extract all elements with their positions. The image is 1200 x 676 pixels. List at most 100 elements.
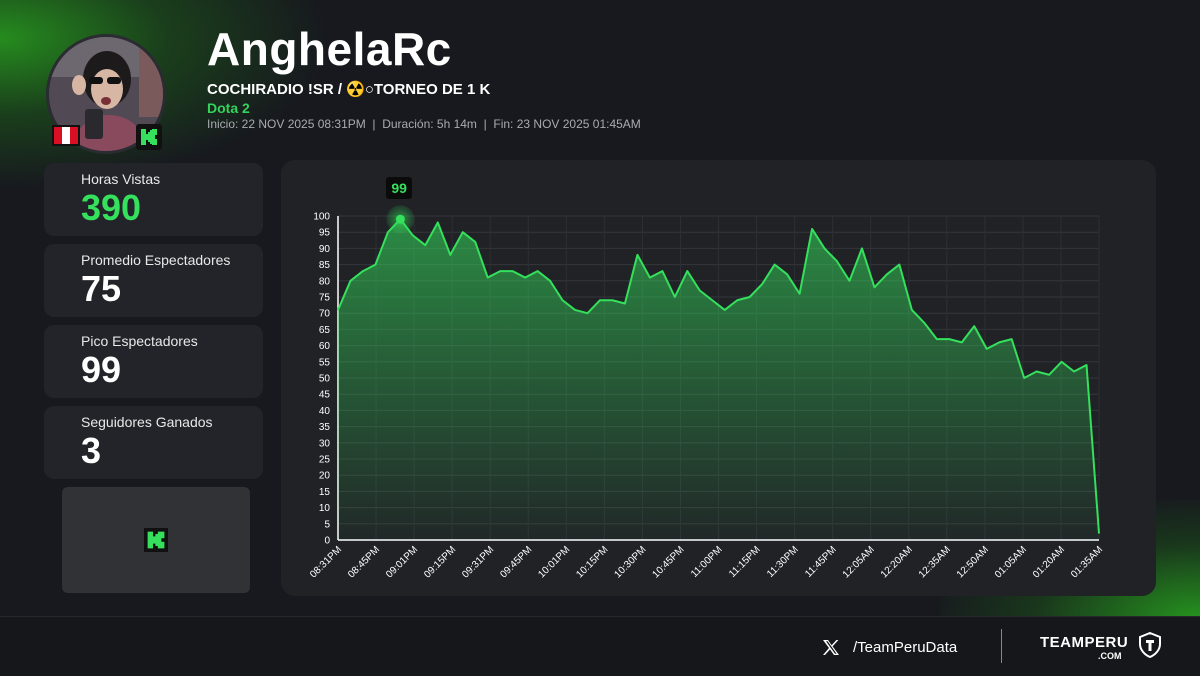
x-tick-label: 11:45PM <box>803 544 839 580</box>
stat-value: 75 <box>81 268 122 309</box>
x-tick-label: 01:20AM <box>1031 544 1067 580</box>
x-tick-label: 10:45PM <box>650 544 686 580</box>
data-point <box>886 273 888 275</box>
social-handle[interactable]: /TeamPeruData <box>853 639 958 656</box>
data-point <box>536 270 538 272</box>
x-tick-label: 12:50AM <box>955 544 991 580</box>
y-tick-label: 10 <box>319 503 331 514</box>
data-point <box>561 299 563 301</box>
stat-card-hours-watched: Horas Vistas 390 <box>44 163 263 236</box>
stat-value: 3 <box>81 430 102 471</box>
y-tick-label: 35 <box>319 422 331 433</box>
data-point <box>549 280 551 282</box>
y-tick-label: 20 <box>319 471 331 482</box>
data-point <box>811 228 813 230</box>
y-tick-label: 40 <box>319 406 331 417</box>
data-point <box>1098 532 1100 534</box>
stream-meta: Inicio: 22 NOV 2025 08:31PM | Duración: … <box>207 117 641 131</box>
data-point <box>362 270 364 272</box>
data-point <box>586 312 588 314</box>
x-tick-label: 09:45PM <box>498 544 534 580</box>
data-point <box>761 283 763 285</box>
data-point <box>773 263 775 265</box>
data-point <box>736 299 738 301</box>
data-point <box>923 322 925 324</box>
x-tick-label: 08:45PM <box>346 544 382 580</box>
data-point <box>724 309 726 311</box>
data-point <box>861 247 863 249</box>
footer: /TeamPeruData TEAMPERU .COM <box>0 616 1200 676</box>
y-tick-label: 15 <box>319 487 331 498</box>
y-tick-label: 60 <box>319 341 331 352</box>
stat-card-followers-gained: Seguidores Ganados 3 <box>44 406 263 479</box>
stream-title: COCHIRADIO !SR / ☢️○TORNEO DE 1 K <box>207 81 491 98</box>
x-tick-label: 01:35AM <box>1069 544 1105 580</box>
peru-flag-icon <box>52 125 80 146</box>
stat-label: Pico Espectadores <box>81 333 198 349</box>
data-point <box>798 293 800 295</box>
y-tick-label: 50 <box>319 374 331 385</box>
kick-logo-icon <box>144 528 168 552</box>
stat-label: Seguidores Ganados <box>81 414 213 430</box>
y-tick-label: 5 <box>324 519 330 530</box>
data-point <box>499 270 501 272</box>
data-point <box>1085 364 1087 366</box>
data-point <box>599 299 601 301</box>
x-tick-label: 12:20AM <box>879 544 915 580</box>
data-point <box>986 348 988 350</box>
data-point <box>611 299 613 301</box>
x-tick-label: 11:00PM <box>689 544 725 580</box>
game-name: Dota 2 <box>207 100 250 116</box>
data-point <box>574 309 576 311</box>
y-tick-label: 30 <box>319 438 331 449</box>
viewers-chart: 0 5 10 15 20 25 30 35 40 45 50 55 60 65 70 75 80 85 90 95 10… <box>308 205 1105 580</box>
x-tick-label: 12:35AM <box>917 544 953 580</box>
data-point <box>948 338 950 340</box>
data-point <box>349 280 351 282</box>
data-point <box>511 270 513 272</box>
stat-card-average-viewers: Promedio Espectadores 75 <box>44 244 263 317</box>
data-point <box>748 296 750 298</box>
y-tick-label: 100 <box>313 212 330 223</box>
data-point <box>412 234 414 236</box>
data-point <box>661 270 663 272</box>
y-tick-label: 65 <box>319 325 331 336</box>
x-tick-label: 11:30PM <box>765 544 801 580</box>
peak-point <box>395 214 405 224</box>
data-point <box>437 221 439 223</box>
data-point <box>936 338 938 340</box>
data-point <box>387 231 389 233</box>
kick-logo-icon <box>136 124 162 150</box>
x-tick-label: 01:05AM <box>993 544 1029 580</box>
stat-label: Promedio Espectadores <box>81 252 231 268</box>
data-point <box>823 247 825 249</box>
y-tick-label: 80 <box>319 276 331 287</box>
y-tick-label: 55 <box>319 357 331 368</box>
data-point <box>674 296 676 298</box>
x-tick-label: 08:31PM <box>308 544 344 580</box>
streamer-name: AnghelaRc <box>207 23 452 75</box>
data-point <box>337 309 339 311</box>
data-point <box>998 341 1000 343</box>
data-point <box>973 325 975 327</box>
series-line <box>337 218 1100 534</box>
y-tick-label: 45 <box>319 390 331 401</box>
y-tick-label: 70 <box>319 309 331 320</box>
y-tick-label: 85 <box>319 260 331 271</box>
data-point <box>462 231 464 233</box>
x-tick-label: 10:15PM <box>574 544 610 580</box>
data-point <box>836 260 838 262</box>
x-logo-icon[interactable] <box>822 639 840 656</box>
footer-divider <box>1001 629 1002 663</box>
data-point <box>786 273 788 275</box>
data-point <box>1010 338 1012 340</box>
data-point <box>1073 370 1075 372</box>
data-point <box>873 286 875 288</box>
data-point <box>1048 374 1050 376</box>
x-tick-label: 10:30PM <box>612 544 648 580</box>
data-point <box>624 302 626 304</box>
data-point <box>649 276 651 278</box>
data-point <box>898 263 900 265</box>
x-tick-label: 09:31PM <box>460 544 496 580</box>
x-tick-label: 09:15PM <box>422 544 458 580</box>
